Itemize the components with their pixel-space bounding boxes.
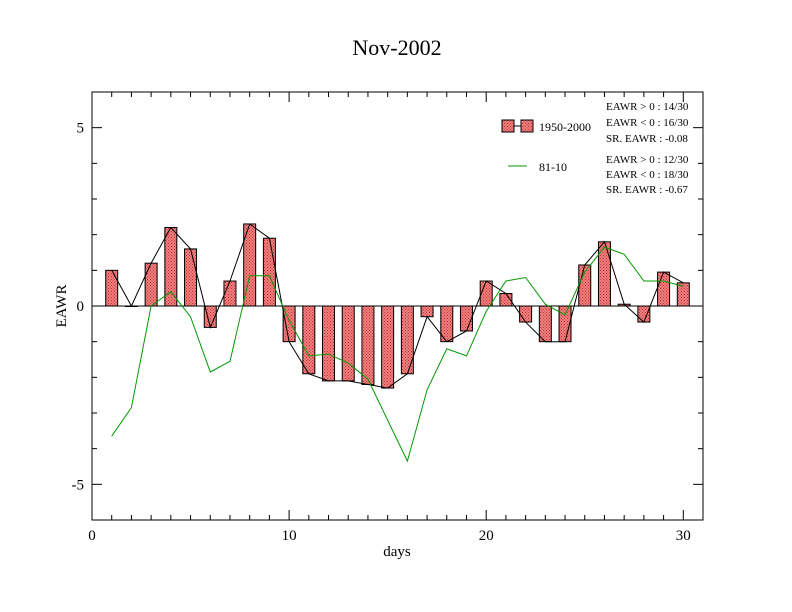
legend-item-line: 81-10 <box>508 160 567 174</box>
y-tick-label-5: 5 <box>77 121 85 137</box>
plot-area <box>92 223 703 463</box>
bar-stat-negative: EAWR < 0 : 16/30 <box>606 117 689 129</box>
bar-day-25 <box>578 264 592 307</box>
legend: 1950-2000 81-10 <box>501 119 591 174</box>
stats-annotations: EAWR > 0 : 14/30 EAWR < 0 : 16/30 SR. EA… <box>606 101 689 196</box>
bar-day-15 <box>381 305 395 389</box>
bar-day-19 <box>459 305 473 332</box>
y-tick-label-0: 0 <box>77 299 85 315</box>
bar-series-connector <box>111 223 684 389</box>
bar-day-28 <box>637 305 651 323</box>
bar-day-9 <box>262 237 276 307</box>
line-stat-negative: EAWR < 0 : 18/30 <box>606 169 689 181</box>
line-stat-sr: SR. EAWR : -0.67 <box>606 184 688 196</box>
bar-day-29 <box>657 271 671 307</box>
line-stat-positive: EAWR > 0 : 12/30 <box>606 154 689 166</box>
y-axis-label: EAWR <box>54 285 70 328</box>
x-axis-label: days <box>383 544 411 560</box>
bar-stat-positive: EAWR > 0 : 14/30 <box>606 101 689 113</box>
x-tick-label-0: 0 <box>88 528 96 544</box>
bar-day-7 <box>223 280 237 307</box>
bar-day-20 <box>479 280 493 307</box>
bar-day-26 <box>597 241 611 307</box>
y-tick-label--5: -5 <box>72 477 85 493</box>
bar-day-1 <box>105 269 119 307</box>
bar-day-12 <box>322 305 336 382</box>
axes: 0 10 20 30 -5 0 5 <box>72 91 704 544</box>
line-series-81-10 <box>111 246 684 463</box>
bar-stat-sr: SR. EAWR : -0.08 <box>606 133 688 145</box>
x-tick-label-20: 20 <box>479 528 494 544</box>
chart-title: Nov-2002 <box>352 35 441 60</box>
x-tick-label-10: 10 <box>282 528 297 544</box>
bar-day-14 <box>361 305 375 385</box>
bar-day-13 <box>341 305 355 382</box>
bar-day-23 <box>538 305 552 343</box>
bar-day-5 <box>184 248 198 307</box>
legend-bar-label: 1950-2000 <box>539 120 591 134</box>
legend-bar-swatch-right <box>520 119 534 133</box>
bar-day-22 <box>519 305 533 323</box>
bar-day-17 <box>420 305 434 318</box>
legend-line-label: 81-10 <box>539 160 567 174</box>
legend-item-bar: 1950-2000 <box>501 119 591 134</box>
legend-bar-swatch-left <box>501 119 515 133</box>
bar-day-3 <box>144 262 158 307</box>
x-tick-label-30: 30 <box>676 528 691 544</box>
bar-day-16 <box>400 305 414 375</box>
bar-day-11 <box>302 305 316 375</box>
